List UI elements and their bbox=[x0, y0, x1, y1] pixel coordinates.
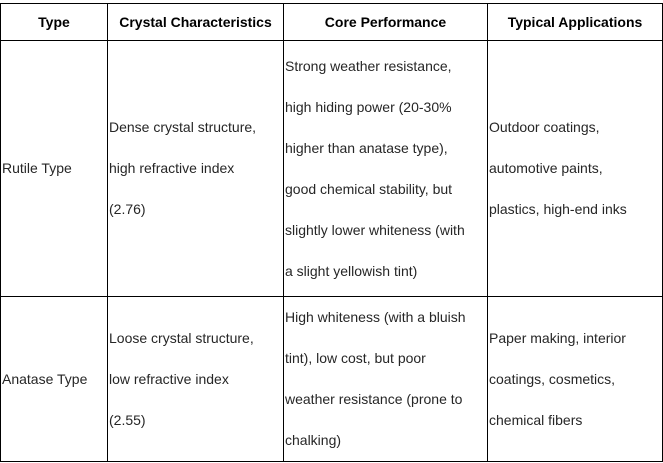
header-cell-type: Type bbox=[0, 3, 108, 41]
header-cell-typical-applications: Typical Applications bbox=[487, 3, 663, 41]
cell-anatase-crystal-characteristics: Loose crystal structure, low refractive … bbox=[107, 296, 284, 462]
cell-rutile-typical-applications: Outdoor coatings, automotive paints, pla… bbox=[487, 40, 663, 297]
cell-rutile-type: Rutile Type bbox=[0, 40, 108, 297]
cell-anatase-type: Anatase Type bbox=[0, 296, 108, 462]
cell-anatase-core-performance: High whiteness (with a bluish tint), low… bbox=[283, 296, 488, 462]
cell-rutile-crystal-characteristics: Dense crystal structure, high refractive… bbox=[107, 40, 284, 297]
header-cell-crystal-characteristics: Crystal Characteristics bbox=[107, 3, 284, 41]
header-cell-core-performance: Core Performance bbox=[283, 3, 488, 41]
cell-anatase-typical-applications: Paper making, interior coatings, cosmeti… bbox=[487, 296, 663, 462]
table-row-rutile: Rutile Type Dense crystal structure, hig… bbox=[0, 40, 663, 297]
table-row-anatase: Anatase Type Loose crystal structure, lo… bbox=[0, 296, 663, 462]
table-header-row: Type Crystal Characteristics Core Perfor… bbox=[0, 3, 663, 41]
tio2-comparison-table: Type Crystal Characteristics Core Perfor… bbox=[0, 3, 663, 462]
cell-rutile-core-performance: Strong weather resistance, high hiding p… bbox=[283, 40, 488, 297]
